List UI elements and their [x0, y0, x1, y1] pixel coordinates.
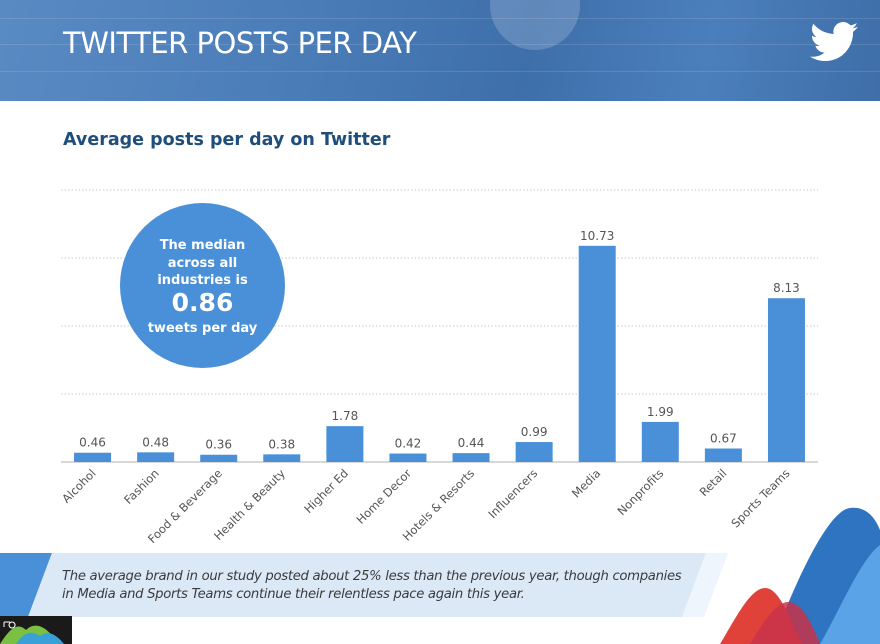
data-label: 0.46 — [79, 436, 106, 450]
data-label: 0.67 — [710, 432, 737, 446]
note-band — [0, 553, 728, 617]
category-label: Retail — [697, 466, 730, 499]
twitter-bird-icon — [810, 22, 858, 61]
category-label: Influencers — [485, 466, 540, 521]
page-title: TWITTER POSTS PER DAY — [63, 26, 417, 60]
bar-food-beverage — [200, 454, 238, 462]
data-label: 10.73 — [580, 229, 614, 243]
bar-fashion — [137, 452, 175, 462]
bar-sports-teams — [767, 298, 805, 462]
data-label: 1.78 — [332, 409, 359, 423]
data-label: 0.36 — [205, 438, 232, 452]
data-label: 0.38 — [268, 437, 295, 451]
data-label: 1.99 — [647, 405, 674, 419]
brand-logo — [0, 616, 72, 644]
footnote: The average brand in our study posted ab… — [62, 569, 682, 602]
category-label: Alcohol — [59, 466, 99, 506]
chart-title: Average posts per day on Twitter — [63, 130, 391, 150]
bar-alcohol — [74, 452, 112, 462]
category-label: Media — [569, 466, 603, 500]
bar-media — [578, 245, 616, 462]
data-label: 0.42 — [395, 437, 422, 451]
data-label: 0.99 — [521, 425, 548, 439]
data-label: 8.13 — [773, 281, 800, 295]
bar-higher-ed — [326, 426, 364, 462]
bar-home-decor — [389, 453, 427, 462]
category-label: Higher Ed — [301, 466, 351, 516]
bar-influencers — [515, 442, 553, 462]
callout-value: 0.86 — [171, 288, 234, 317]
data-label: 0.48 — [142, 435, 169, 449]
bar-retail — [704, 448, 742, 462]
bar-hotels-resorts — [452, 453, 490, 462]
category-label: Fashion — [121, 466, 162, 507]
bar-nonprofits — [641, 421, 679, 462]
callout-unit: tweets per day — [147, 321, 258, 336]
bar-health-beauty — [263, 454, 301, 462]
header-banner: TWITTER POSTS PER DAY — [0, 0, 880, 101]
callout-text: The median across all industries is — [157, 238, 248, 288]
median-callout: The median across all industries is 0.86… — [120, 203, 285, 368]
category-label: Home Decor — [354, 466, 415, 527]
data-label: 0.44 — [458, 436, 485, 450]
category-label: Nonprofits — [614, 466, 666, 518]
decorative-mountains — [720, 507, 880, 644]
